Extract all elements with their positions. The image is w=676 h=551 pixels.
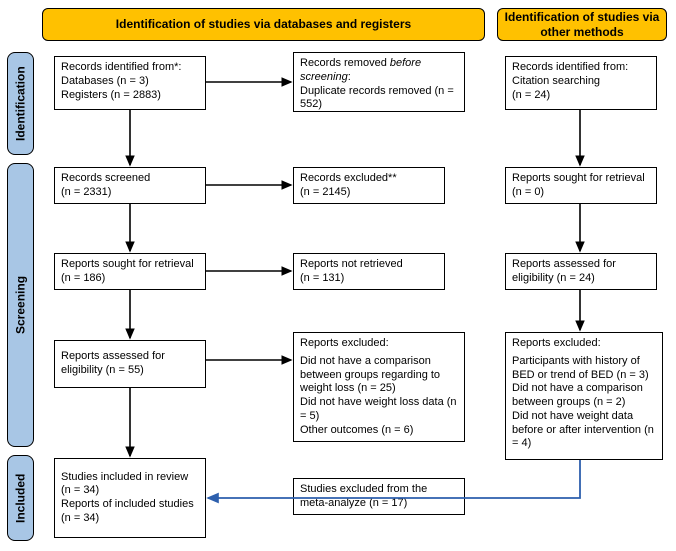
text: Reports assessed for eligibility (n = 55… [61, 350, 199, 378]
text: Reports of included studies (n = 34) [61, 498, 199, 526]
text: (n = 2145) [300, 186, 438, 200]
text: Records removed [300, 57, 390, 69]
header-other-methods: Identification of studies via other meth… [497, 8, 667, 41]
text: Other outcomes (n = 6) [300, 424, 458, 438]
text: (n = 131) [300, 272, 438, 286]
phase-included: Included [7, 455, 34, 541]
text: Duplicate records removed (n = 552) [300, 85, 458, 113]
box-records-removed: Records removed before screening: Duplic… [293, 52, 465, 112]
text: Did not have a comparison between groups… [300, 355, 458, 396]
text: Reports sought for retrieval (n = 186) [61, 258, 194, 284]
box-reports-sought-other: Reports sought for retrieval (n = 0) [505, 167, 657, 204]
text: (n = 2331) [61, 186, 199, 200]
text: Reports not retrieved [300, 258, 438, 272]
box-records-screened: Records screened (n = 2331) [54, 167, 206, 204]
text: Did not have a comparison between groups… [512, 382, 656, 410]
text: Participants with history of BED or tren… [512, 355, 656, 383]
header-databases: Identification of studies via databases … [42, 8, 485, 41]
box-reports-not-retrieved: Reports not retrieved (n = 131) [293, 253, 445, 290]
box-records-identified-db: Records identified from*: Databases (n =… [54, 56, 206, 110]
prisma-flowchart: Identification Screening Included Identi… [0, 0, 676, 551]
box-records-excluded: Records excluded** (n = 2145) [293, 167, 445, 204]
box-reports-excluded-db: Reports excluded: Did not have a compari… [293, 332, 465, 442]
phase-screening: Screening [7, 163, 34, 447]
text: Records identified from: [512, 61, 650, 75]
phase-identification: Identification [7, 52, 34, 155]
text: Databases (n = 3) [61, 75, 199, 89]
text: Citation searching [512, 75, 650, 89]
text: Records excluded** [300, 172, 438, 186]
text: Reports sought for retrieval (n = 0) [512, 172, 645, 198]
text: : [348, 71, 351, 83]
box-records-identified-other: Records identified from: Citation search… [505, 56, 657, 110]
text: Studies included in review (n = 34) [61, 471, 199, 499]
box-reports-assessed-other: Reports assessed for eligibility (n = 24… [505, 253, 657, 290]
box-studies-included: Studies included in review (n = 34) Repo… [54, 458, 206, 538]
box-reports-sought-db: Reports sought for retrieval (n = 186) [54, 253, 206, 290]
text: Reports excluded: [512, 337, 656, 351]
text: Records identified from*: [61, 61, 199, 75]
text: Registers (n = 2883) [61, 89, 199, 103]
text: Did not have weight loss data (n = 5) [300, 396, 458, 424]
text: Reports assessed for eligibility (n = 24… [512, 258, 616, 284]
text: Did not have weight data before or after… [512, 410, 656, 451]
text: Reports excluded: [300, 337, 458, 351]
box-reports-assessed-db: Reports assessed for eligibility (n = 55… [54, 340, 206, 388]
box-studies-excluded-meta: Studies excluded from the meta-analyze (… [293, 478, 465, 515]
text: Records screened [61, 172, 199, 186]
text: Studies excluded from the meta-analyze (… [300, 483, 427, 509]
text: (n = 24) [512, 89, 650, 103]
box-reports-excluded-other: Reports excluded: Participants with hist… [505, 332, 663, 460]
